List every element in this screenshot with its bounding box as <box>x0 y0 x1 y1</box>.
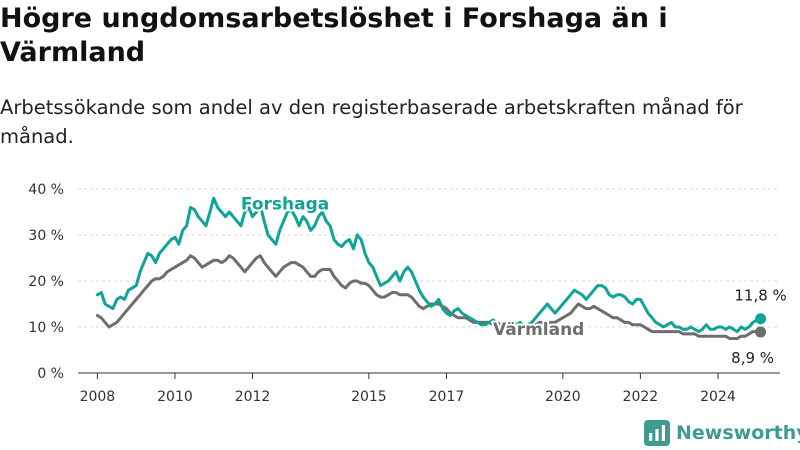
chart-title: Högre ungdomsarbetslöshet i Forshaga än … <box>0 3 668 68</box>
y-tick-label: 20 % <box>28 274 64 290</box>
y-tick-label: 0 % <box>37 366 64 382</box>
bar-chart-logo-icon <box>644 420 670 446</box>
x-tick-label: 2020 <box>545 389 581 405</box>
brand-name: Newsworthy <box>676 422 800 444</box>
series-label: Forshaga <box>241 195 329 215</box>
series-line-forshaga <box>95 196 763 334</box>
end-value-label: 11,8 % <box>734 287 786 305</box>
y-tick-label: 40 % <box>28 182 64 198</box>
series-end-marker <box>755 326 767 338</box>
x-tick-label: 2015 <box>351 389 387 405</box>
y-tick-label: 10 % <box>28 320 64 336</box>
x-tick-label: 2010 <box>157 389 193 405</box>
x-tick-label: 2017 <box>429 389 465 405</box>
end-value-label: 8,9 % <box>731 349 774 367</box>
x-tick-label: 2008 <box>80 389 116 405</box>
series-label: Värmland <box>493 320 584 340</box>
x-tick-label: 2012 <box>235 389 271 405</box>
x-tick-label: 2022 <box>623 389 659 405</box>
chart-subtitle: Arbetssökande som andel av den registerb… <box>0 96 743 148</box>
brand-logo: Newsworthy <box>644 418 800 448</box>
series-end-marker <box>755 313 767 325</box>
y-tick-label: 30 % <box>28 228 64 244</box>
x-tick-label: 2024 <box>700 389 736 405</box>
